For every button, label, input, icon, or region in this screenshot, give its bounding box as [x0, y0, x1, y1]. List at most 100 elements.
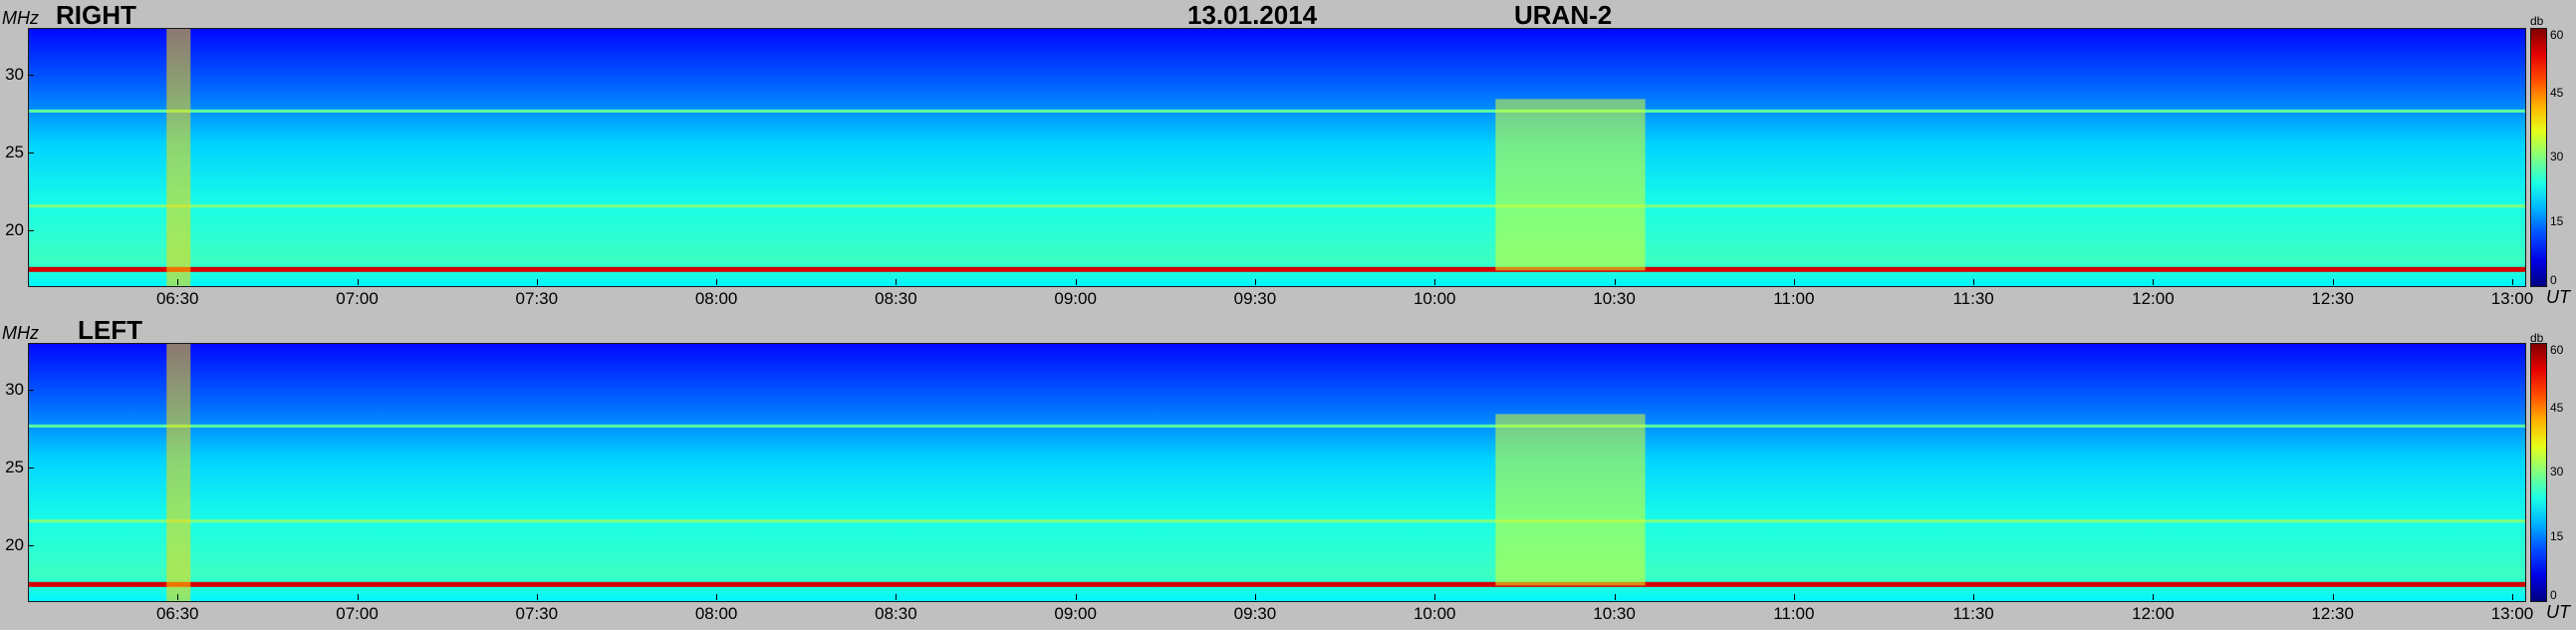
- y-tick-label: 20: [5, 535, 24, 555]
- y-tick-mark: [28, 153, 34, 155]
- x-tick-mark: [1614, 594, 1616, 600]
- x-tick-label: 10:30: [1593, 289, 1636, 308]
- colorbar-tick-label: 60: [2550, 343, 2564, 357]
- spectrogram-left: [28, 343, 2526, 602]
- colorbar-left: [2530, 343, 2547, 602]
- emission-burst-4: [166, 344, 191, 601]
- colorbar-tick-label: 0: [2550, 273, 2557, 287]
- x-tick-mark: [1614, 279, 1616, 285]
- colorbar-svg: [2531, 344, 2546, 601]
- x-tick-label: 06:30: [155, 289, 199, 308]
- x-tick-label: 13:00: [2490, 604, 2534, 623]
- x-tick-mark: [177, 279, 179, 285]
- spectrogram-svg-left: [29, 344, 2525, 601]
- x-tick-mark: [177, 594, 179, 600]
- x-tick-mark: [896, 594, 898, 600]
- x-tick-label: 08:00: [694, 604, 738, 623]
- x-tick-label: 08:30: [875, 604, 917, 623]
- x-tick-mark: [536, 279, 538, 285]
- colorbar-unit-top: db: [2530, 14, 2544, 28]
- x-tick-mark: [716, 279, 718, 285]
- x-tick-label: 10:00: [1413, 604, 1456, 623]
- y-axis-unit-bottom: MHz: [2, 323, 39, 343]
- x-tick-label: 11:30: [1952, 604, 1994, 623]
- panel-label-right: RIGHT: [56, 0, 136, 30]
- y-tick-mark: [28, 468, 34, 470]
- chart-date: 13.01.2014: [1187, 0, 1318, 30]
- x-tick-label: 09:30: [1233, 604, 1277, 623]
- x-tick-label: 10:30: [1593, 604, 1636, 623]
- x-tick-label: 11:30: [1952, 289, 1994, 308]
- spectrogram-right: [28, 28, 2526, 287]
- x-tick-label: 08:00: [694, 289, 738, 308]
- emission-band-2: [29, 204, 2525, 208]
- x-tick-label: 10:00: [1413, 289, 1456, 308]
- y-tick-label: 25: [5, 143, 24, 162]
- spectrogram-background: [29, 29, 2525, 286]
- x-tick-mark: [1434, 279, 1436, 285]
- emission-band-1: [29, 109, 2525, 113]
- x-tick-label: 07:30: [515, 604, 559, 623]
- x-tick-label: 07:00: [336, 604, 379, 623]
- x-tick-label: 09:00: [1054, 289, 1097, 308]
- y-axis-unit-top: MHz: [2, 8, 39, 28]
- emission-burst-3: [1495, 99, 1646, 271]
- emission-band-0: [29, 266, 2525, 272]
- x-tick-label: 11:00: [1773, 289, 1815, 308]
- colorbar-gradient: [2531, 344, 2546, 601]
- colorbar-right: [2530, 28, 2547, 287]
- instrument-name: URAN-2: [1514, 0, 1613, 30]
- x-tick-mark: [1973, 279, 1975, 285]
- x-tick-mark: [2511, 279, 2513, 285]
- x-tick-label: 07:00: [336, 289, 379, 308]
- x-tick-label: 08:30: [875, 289, 917, 308]
- x-tick-mark: [2511, 594, 2513, 600]
- colorbar-tick-label: 15: [2550, 528, 2564, 543]
- spectrogram-background: [29, 344, 2525, 601]
- x-tick-mark: [1254, 594, 1256, 600]
- y-tick-mark: [28, 230, 34, 232]
- colorbar-svg: [2531, 29, 2546, 286]
- x-tick-mark: [1075, 279, 1077, 285]
- colorbar-tick-label: 0: [2550, 588, 2557, 602]
- colorbar-gradient: [2531, 29, 2546, 286]
- x-tick-mark: [1793, 279, 1795, 285]
- x-tick-label: 13:00: [2490, 289, 2534, 308]
- x-tick-label: 12:00: [2132, 289, 2175, 308]
- y-tick-label: 30: [5, 64, 24, 84]
- y-tick-label: 20: [5, 220, 24, 240]
- x-tick-label: 06:30: [155, 604, 199, 623]
- colorbar-tick-label: 30: [2550, 150, 2564, 163]
- x-tick-label: 11:00: [1773, 604, 1815, 623]
- colorbar-unit-bottom: db: [2530, 331, 2544, 345]
- colorbar-tick-label: 15: [2550, 213, 2564, 228]
- x-tick-mark: [1075, 594, 1077, 600]
- x-tick-mark: [1793, 594, 1795, 600]
- emission-burst-3: [1495, 414, 1646, 586]
- x-tick-mark: [896, 279, 898, 285]
- x-tick-mark: [1254, 279, 1256, 285]
- emission-band-0: [29, 581, 2525, 587]
- y-tick-mark: [28, 545, 34, 547]
- x-tick-mark: [357, 594, 359, 600]
- emission-band-1: [29, 424, 2525, 428]
- emission-burst-4: [166, 29, 191, 286]
- x-tick-mark: [357, 279, 359, 285]
- x-tick-label: 07:30: [515, 289, 559, 308]
- x-tick-label: 09:00: [1054, 604, 1097, 623]
- x-tick-mark: [1973, 594, 1975, 600]
- x-tick-mark: [2332, 279, 2334, 285]
- x-tick-mark: [1434, 594, 1436, 600]
- y-tick-label: 30: [5, 379, 24, 399]
- x-tick-mark: [2153, 594, 2155, 600]
- colorbar-tick-label: 30: [2550, 465, 2564, 478]
- x-axis-unit-bottom: UT: [2546, 602, 2570, 622]
- colorbar-tick-label: 60: [2550, 28, 2564, 42]
- y-tick-label: 25: [5, 458, 24, 477]
- x-tick-label: 09:30: [1233, 289, 1277, 308]
- spectrogram-svg-right: [29, 29, 2525, 286]
- colorbar-tick-label: 45: [2550, 400, 2564, 415]
- x-tick-label: 12:30: [2311, 604, 2354, 623]
- x-tick-mark: [536, 594, 538, 600]
- emission-band-2: [29, 519, 2525, 523]
